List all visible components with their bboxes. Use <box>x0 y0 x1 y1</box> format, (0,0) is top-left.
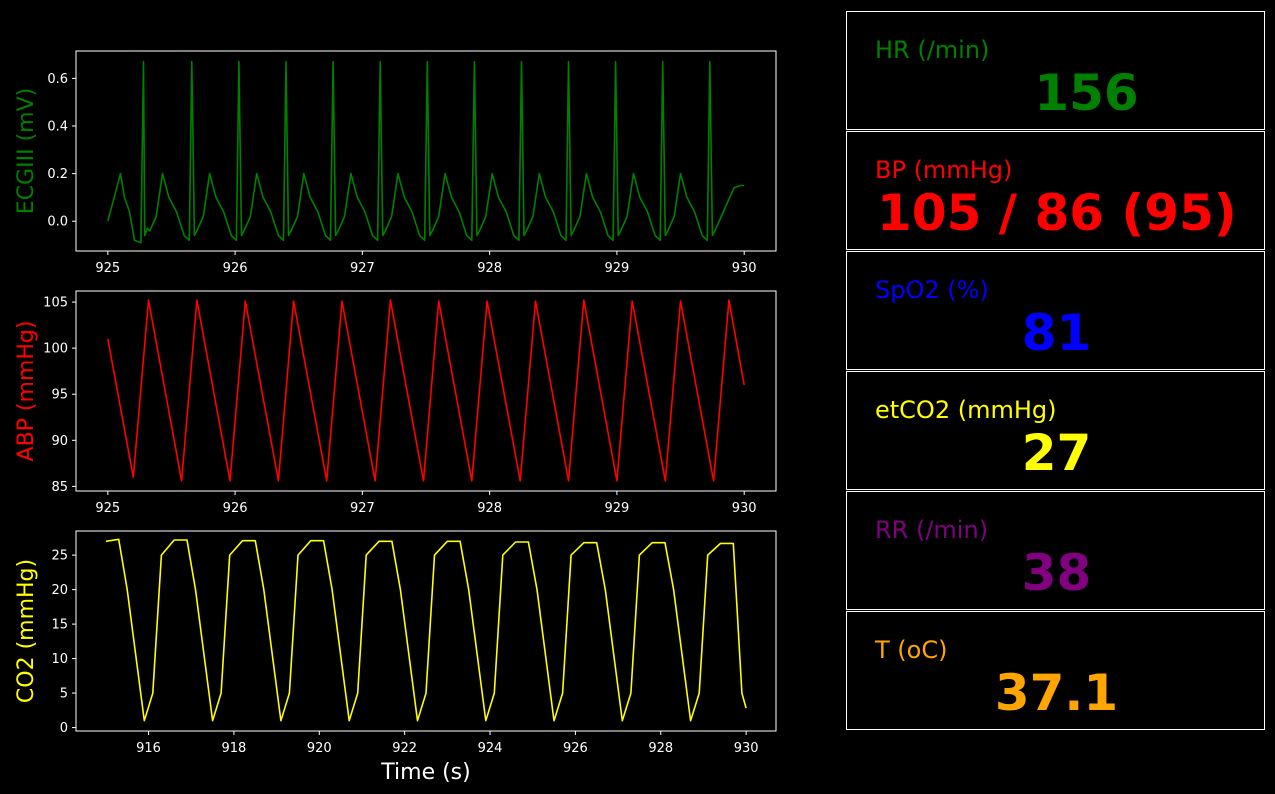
co2-y-tick-label: 0 <box>60 721 68 736</box>
abp-x-tick-label: 929 <box>604 501 629 516</box>
co2-x-tick-label: 930 <box>734 741 759 756</box>
co2-x-tick-label: 928 <box>648 741 673 756</box>
abp-waveform-line <box>107 299 745 482</box>
ecg-y-tick-label: 0.2 <box>47 167 68 182</box>
etco2-panel: etCO2 (mmHg) 27 <box>846 371 1265 490</box>
ecg-x-tick-label: 930 <box>732 261 757 276</box>
abp-y-axis-label: ABP (mmHg) <box>14 321 39 462</box>
abp-x-tick-label: 927 <box>350 501 375 516</box>
co2-x-tick-label: 918 <box>222 741 247 756</box>
ecg-y-tick-label: 0.0 <box>47 215 68 230</box>
co2-x-tick-label: 922 <box>392 741 417 756</box>
etco2-label: etCO2 (mmHg) <box>875 396 1057 424</box>
ecg-x-tick-label: 927 <box>350 261 375 276</box>
ecg-x-tick-label: 926 <box>223 261 248 276</box>
abp-plot-frame <box>75 290 777 492</box>
temp-label: T (oC) <box>875 636 948 664</box>
abp-y-tick-label: 85 <box>51 480 68 495</box>
x-axis-label: Time (s) <box>380 760 470 785</box>
co2-x-tick-label: 920 <box>307 741 332 756</box>
temp-value: 37.1 <box>994 664 1119 722</box>
hr-value: 156 <box>1034 64 1139 122</box>
ecg-y-tick-label: 0.4 <box>47 120 68 135</box>
rr-value: 38 <box>1021 544 1092 602</box>
co2-x-tick-label: 916 <box>136 741 161 756</box>
spo2-label: SpO2 (%) <box>875 276 989 304</box>
co2-y-axis-label: CO2 (mmHg) <box>14 559 39 703</box>
rr-label: RR (/min) <box>875 516 989 544</box>
abp-y-tick-label: 105 <box>43 296 68 311</box>
hr-panel: HR (/min) 156 <box>846 11 1265 130</box>
co2-y-tick-label: 20 <box>51 583 68 598</box>
waveform-charts: 925 926 927 928 929 930 0.0 0.2 0.4 0.6 ECGIII (mV… <box>14 50 777 785</box>
co2-x-tick-label: 924 <box>478 741 503 756</box>
co2-y-tick-label: 25 <box>51 549 68 564</box>
abp-x-tick-label: 925 <box>95 501 120 516</box>
rr-panel: RR (/min) 38 <box>846 491 1265 610</box>
abp-y-tick-label: 100 <box>43 342 68 357</box>
co2-y-tick-label: 10 <box>51 652 68 667</box>
ecg-x-tick-label: 925 <box>95 261 120 276</box>
spo2-value: 81 <box>1021 304 1092 362</box>
bp-label: BP (mmHg) <box>875 156 1013 184</box>
abp-y-tick-label: 90 <box>51 434 68 449</box>
ecg-y-tick-label: 0.6 <box>47 72 68 87</box>
etco2-value: 27 <box>1021 424 1092 482</box>
spo2-panel: SpO2 (%) 81 <box>846 251 1265 370</box>
co2-y-tick-label: 5 <box>60 687 68 702</box>
ecg-x-tick-label: 929 <box>604 261 629 276</box>
bp-panel: BP (mmHg) 105 / 86 (95) <box>846 131 1265 250</box>
abp-y-tick-label: 95 <box>51 388 68 403</box>
abp-x-tick-label: 928 <box>477 501 502 516</box>
ecg-waveform-line <box>107 60 745 244</box>
co2-x-tick-label: 926 <box>563 741 588 756</box>
ecg-y-axis-label: ECGIII (mV) <box>14 88 39 214</box>
abp-x-tick-label: 926 <box>223 501 248 516</box>
temp-panel: T (oC) 37.1 <box>846 611 1265 730</box>
ecg-x-tick-label: 928 <box>477 261 502 276</box>
hr-label: HR (/min) <box>875 36 990 64</box>
co2-y-tick-label: 15 <box>51 618 68 633</box>
co2-waveform-line <box>105 538 747 722</box>
bp-value: 105 / 86 (95) <box>877 184 1237 242</box>
abp-x-tick-label: 930 <box>732 501 757 516</box>
co2-plot-frame <box>75 530 777 732</box>
ecg-plot-frame <box>75 50 777 252</box>
